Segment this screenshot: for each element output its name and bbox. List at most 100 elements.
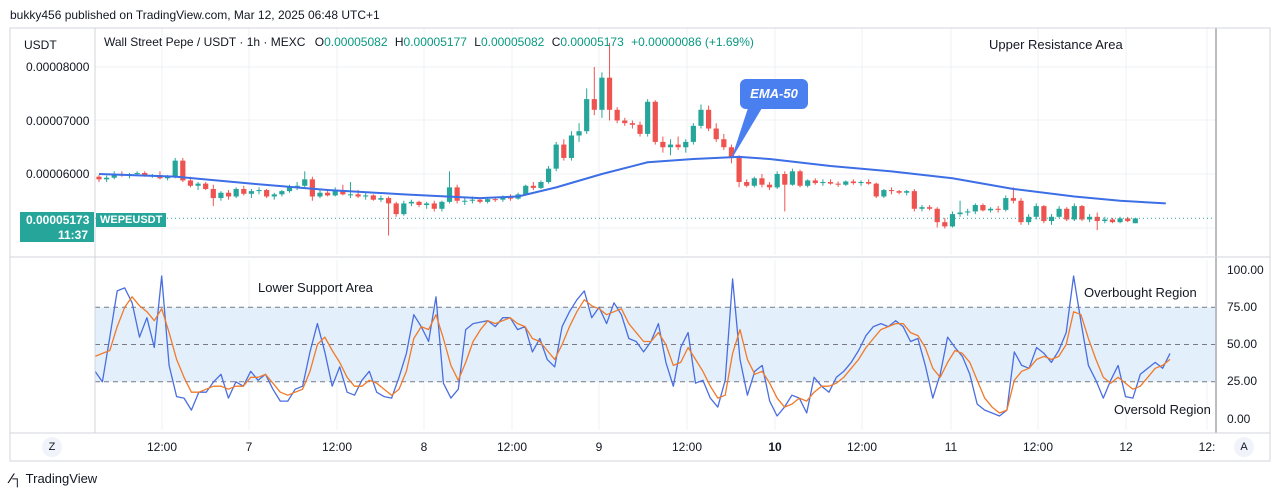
candle <box>858 180 864 186</box>
time-tick: 12 <box>1119 440 1133 454</box>
candle <box>553 141 559 172</box>
candle <box>683 139 689 153</box>
candle <box>751 176 757 188</box>
candle <box>1026 214 1032 225</box>
candle <box>538 180 544 189</box>
ohlc-high: 0.00005177 <box>403 35 467 49</box>
candle <box>203 182 209 191</box>
candle <box>385 196 392 236</box>
candle <box>1033 203 1039 220</box>
rsi-line <box>94 275 1171 417</box>
symbol-tag: WEPEUSDT <box>96 213 167 227</box>
tradingview-logo[interactable]: ⁄┐ TradingView <box>10 470 97 486</box>
candle <box>218 191 224 201</box>
candle <box>759 174 765 188</box>
rsi-tick: 0.00 <box>1227 412 1251 426</box>
candle <box>805 179 811 188</box>
candle <box>789 168 796 186</box>
candle <box>545 165 552 184</box>
last-price-time: 11:37 <box>57 228 88 242</box>
candle <box>1117 216 1123 224</box>
candlestick-series <box>96 42 1138 236</box>
candle <box>713 123 719 142</box>
candle <box>873 182 879 199</box>
candle <box>652 100 658 145</box>
candle <box>1087 214 1093 223</box>
time-tick: 12:00 <box>671 440 703 454</box>
candle <box>675 136 681 150</box>
candle <box>233 187 239 199</box>
candle <box>766 182 773 191</box>
ohlc-open: 0.00005082 <box>324 35 388 49</box>
candle <box>1064 207 1070 222</box>
candle <box>744 179 750 188</box>
candle <box>926 205 933 211</box>
ema-50-path <box>98 155 1166 205</box>
candle <box>904 190 910 196</box>
ohlc-o-label: O <box>314 35 325 49</box>
candle <box>614 107 620 124</box>
ema-50-callout: EMA-50 <box>740 79 808 109</box>
candle <box>736 155 742 188</box>
candle <box>347 182 354 199</box>
rsi-tick: 75.00 <box>1227 300 1258 314</box>
candle <box>660 136 666 153</box>
candle <box>896 190 902 195</box>
candle <box>370 194 376 201</box>
candle <box>462 198 468 206</box>
candle <box>172 157 178 179</box>
candle <box>957 200 963 217</box>
time-tick: 12:00 <box>1022 440 1054 454</box>
brand-name: TradingView <box>25 471 98 486</box>
candle <box>195 182 201 191</box>
candle <box>393 201 399 217</box>
candle <box>987 207 994 213</box>
candle <box>523 184 529 196</box>
candle <box>934 207 940 228</box>
auto-scale-button[interactable]: A <box>1234 437 1254 457</box>
upper-resistance-label: Upper Resistance Area <box>989 37 1123 52</box>
price-tick: 0.00006000 <box>26 167 90 181</box>
time-tick: 12: <box>1198 440 1216 454</box>
candle <box>256 187 262 195</box>
candle <box>698 104 704 129</box>
ohlc-change: +0.00000086 (+1.69%) <box>631 35 754 49</box>
candle <box>96 175 102 183</box>
candle <box>446 171 453 204</box>
candle <box>439 200 445 212</box>
lower-support-label: Lower Support Area <box>258 280 373 295</box>
candle <box>225 190 232 200</box>
candle <box>1048 214 1055 225</box>
candle <box>690 123 696 145</box>
currency-label: USDT <box>24 38 57 52</box>
ohlc-h-label: H <box>394 35 404 49</box>
candle <box>1056 206 1062 218</box>
candle <box>637 121 643 137</box>
candle <box>279 190 285 197</box>
time-tick: 8 <box>420 440 428 454</box>
candle <box>241 185 247 196</box>
candle <box>248 188 254 199</box>
chart-frame <box>9 27 1271 462</box>
candle <box>576 123 582 142</box>
time-tick: 10 <box>768 440 782 454</box>
rsi-tick: 25.00 <box>1227 374 1258 388</box>
candle <box>1003 195 1009 212</box>
zoom-z-button[interactable]: Z <box>42 437 62 457</box>
time-tick: 12:00 <box>496 440 528 454</box>
candle <box>561 139 567 161</box>
candle <box>942 217 948 229</box>
candle <box>980 203 986 212</box>
candle <box>1018 198 1024 225</box>
candle <box>782 171 788 212</box>
time-tick: 7 <box>245 440 253 454</box>
rsi-tick: 50.00 <box>1227 337 1258 351</box>
candle <box>584 88 590 134</box>
ohlc-close: 0.00005173 <box>560 35 624 49</box>
candle <box>1132 217 1138 224</box>
time-tick: 12:00 <box>146 440 178 454</box>
tradingview-logo-icon: ⁄┐ <box>10 470 23 486</box>
candle <box>210 184 216 207</box>
candle <box>820 179 826 186</box>
